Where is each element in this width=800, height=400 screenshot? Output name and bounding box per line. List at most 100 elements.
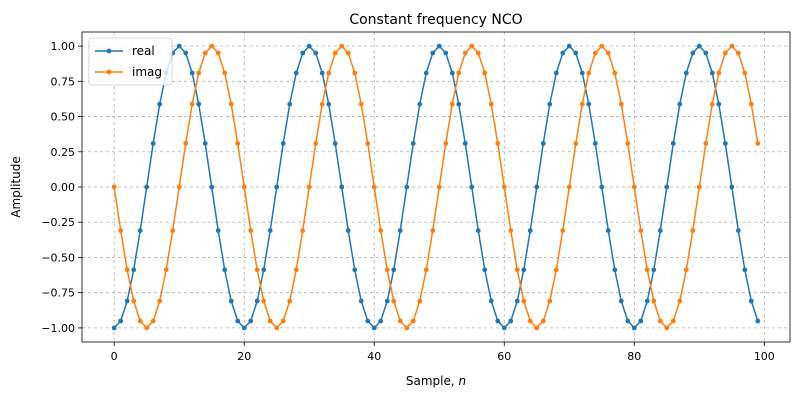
data-point-real (176, 43, 182, 49)
data-point-real (527, 228, 533, 233)
data-point-real (716, 101, 722, 107)
data-point-real (358, 298, 364, 304)
data-point-imag (170, 228, 176, 233)
data-point-imag (332, 50, 338, 56)
data-point-imag (189, 101, 195, 107)
data-point-real (300, 50, 306, 56)
data-point-imag (241, 184, 247, 190)
data-point-real (248, 318, 254, 324)
data-point-real (748, 298, 754, 304)
data-point-imag (462, 50, 468, 56)
data-point-real (755, 318, 761, 324)
data-point-imag (709, 101, 715, 107)
data-point-imag (553, 267, 559, 273)
data-point-real (722, 141, 728, 146)
data-point-imag (228, 101, 234, 107)
data-point-real (605, 228, 611, 233)
data-point-imag (274, 325, 280, 331)
data-point-imag (683, 267, 689, 273)
data-point-imag (358, 101, 364, 107)
x-tick-label: 20 (237, 350, 251, 363)
data-point-imag (287, 298, 293, 304)
data-point-imag (352, 70, 358, 76)
axes-frame (81, 31, 791, 343)
data-point-real (612, 267, 618, 273)
data-point-real (131, 267, 137, 273)
data-point-real (228, 298, 234, 304)
grid (82, 32, 790, 342)
data-point-imag (124, 267, 130, 273)
data-point-real (586, 101, 592, 107)
data-point-real (306, 43, 312, 49)
y-tick-label: 1.00 (51, 40, 76, 53)
data-point-imag (644, 267, 650, 273)
data-point-imag (625, 141, 631, 146)
data-point-imag (417, 298, 423, 304)
data-point-real (332, 141, 338, 146)
y-tick-label: 0.25 (51, 146, 76, 159)
data-point-imag (696, 184, 702, 190)
data-point-imag (456, 70, 462, 76)
data-point-real (417, 101, 423, 107)
data-point-real (287, 101, 293, 107)
data-point-imag (365, 141, 371, 146)
data-point-real (625, 318, 631, 324)
data-point-real (579, 70, 585, 76)
x-axis-label: Sample, n (406, 374, 466, 388)
data-point-imag (345, 50, 351, 56)
data-point-imag (313, 141, 319, 146)
series-line-imag (113, 44, 759, 330)
data-point-real (150, 141, 156, 146)
data-point-imag (677, 298, 683, 304)
data-point-real (709, 70, 715, 76)
data-point-real (664, 184, 670, 190)
y-tick-label: 0.50 (51, 111, 76, 124)
data-point-imag (391, 298, 397, 304)
data-point-real (592, 141, 598, 146)
y-tick-label: −0.25 (41, 216, 75, 229)
data-point-imag (215, 50, 221, 56)
data-point-imag (566, 184, 572, 190)
data-point-real (573, 50, 579, 56)
data-point-real (443, 50, 449, 56)
data-point-real (423, 70, 429, 76)
data-point-imag (540, 318, 546, 324)
data-point-imag (514, 267, 520, 273)
data-point-real (436, 43, 442, 49)
data-point-imag (306, 184, 312, 190)
data-point-real (456, 101, 462, 107)
data-point-real (410, 141, 416, 146)
legend: real imag (88, 37, 173, 86)
data-point-imag (664, 325, 670, 331)
data-point-imag (300, 228, 306, 233)
data-point-real (189, 70, 195, 76)
data-point-real (254, 298, 260, 304)
data-point-real (371, 325, 377, 331)
data-point-imag (449, 101, 455, 107)
data-point-real (384, 298, 390, 304)
data-point-imag (469, 43, 475, 49)
data-point-real (183, 50, 189, 56)
data-point-real (670, 141, 676, 146)
data-point-real (657, 228, 663, 233)
data-point-imag (280, 318, 286, 324)
x-axis: 0 20 40 60 80 100 (111, 342, 775, 363)
data-point-imag (410, 318, 416, 324)
data-point-real (644, 298, 650, 304)
data-point-real (378, 318, 384, 324)
y-tick-label: −0.75 (41, 287, 75, 300)
data-point-imag (631, 184, 637, 190)
data-point-imag (267, 318, 273, 324)
data-point-imag (521, 298, 527, 304)
data-point-imag (371, 184, 377, 190)
data-point-real (703, 50, 709, 56)
data-point-real (391, 267, 397, 273)
data-point-imag (501, 184, 507, 190)
data-point-imag (651, 298, 657, 304)
data-point-real (521, 267, 527, 273)
data-point-imag (176, 184, 182, 190)
y-tick-label: 0.00 (51, 181, 76, 194)
data-point-imag (137, 318, 143, 324)
data-point-real (469, 184, 475, 190)
